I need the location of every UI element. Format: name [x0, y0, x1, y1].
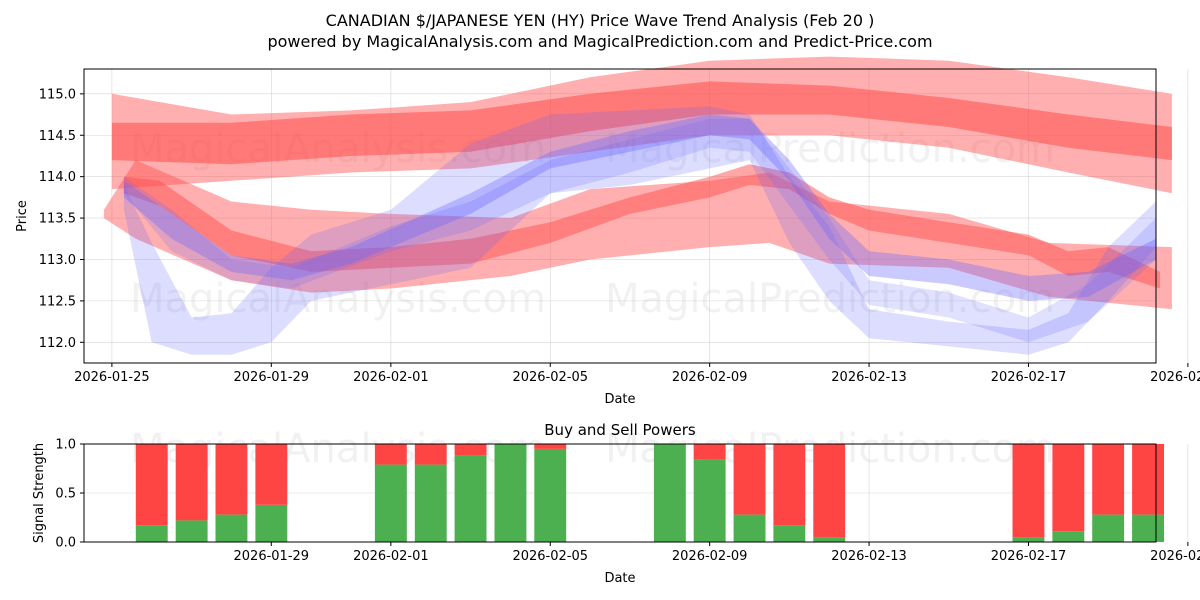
- buy-bar: [773, 525, 806, 542]
- buy-bar: [534, 448, 567, 542]
- buy-bar: [374, 464, 407, 542]
- chart-title: CANADIAN $/JAPANESE YEN (HY) Price Wave …: [326, 11, 875, 30]
- buy-bar: [135, 525, 168, 542]
- buy-bar: [1052, 531, 1085, 542]
- signal-x-tick-label: 2026-02-05: [512, 549, 588, 564]
- price-x-tick-label: 2026-02-21: [1150, 370, 1200, 385]
- price-x-tick-label: 2026-02-17: [991, 370, 1067, 385]
- signal-plot: 2026-01-29 2026-02-01 2026-02-05 2026-02-09…: [32, 438, 1200, 587]
- sell-bar: [454, 444, 487, 456]
- watermark-prediction-1: MagicalPrediction.com: [605, 126, 1055, 172]
- price-band-red-upper-band: [111, 56, 1172, 194]
- price-x-tick-label: 2026-01-29: [234, 370, 310, 385]
- price-band-red-lower-band: [103, 160, 1172, 310]
- buy-bar: [494, 444, 527, 542]
- price-y-tick-label: 114.0: [39, 170, 76, 185]
- buy-bar: [813, 537, 846, 542]
- buy-bar: [175, 520, 208, 542]
- signal-x-tick-label: 2026-02-09: [672, 549, 748, 564]
- price-plot-frame: [83, 68, 1157, 364]
- buy-bar: [653, 444, 686, 542]
- sell-bar: [733, 444, 766, 515]
- sell-bar: [1052, 444, 1085, 532]
- signal-y-tick-label: 0.5: [55, 487, 76, 502]
- sell-bar: [215, 444, 248, 515]
- buy-bar: [1012, 537, 1045, 542]
- watermark-analysis-2: MagicalAnalysis.com: [130, 276, 546, 322]
- signal-x-tick-label: 2026-01-29: [234, 549, 310, 564]
- chart-subtitle: powered by MagicalAnalysis.com and Magic…: [267, 32, 932, 51]
- signal-y-tick-label: 1.0: [55, 438, 76, 453]
- sell-bar: [1132, 444, 1164, 515]
- price-bands: [103, 56, 1172, 355]
- signal-y-tick-label: 0.0: [55, 536, 76, 551]
- buy-bar: [693, 459, 726, 542]
- buy-bar: [454, 455, 487, 542]
- signal-x-ticks: 2026-01-29 2026-02-01 2026-02-05 2026-02-09…: [234, 542, 1200, 564]
- watermark-prediction-2: MagicalPrediction.com: [605, 276, 1055, 322]
- price-plot: 2026-01-25 2026-01-29 2026-02-01 2026-02-05…: [15, 56, 1200, 407]
- sell-bar: [175, 444, 208, 521]
- price-x-tick-label: 2026-01-25: [74, 370, 150, 385]
- signal-chart-title: Buy and Sell Powers: [544, 421, 696, 439]
- sell-bar: [135, 444, 168, 526]
- buy-bar: [1132, 514, 1164, 542]
- price-band-red-lower-core: [123, 164, 1160, 289]
- price-y-ticks: 112.0 112.5 113.0 113.5 114.0 114.5 115.0: [39, 87, 84, 351]
- price-y-tick-label: 114.5: [39, 129, 76, 144]
- sell-bar: [255, 444, 288, 505]
- price-y-tick-label: 115.0: [39, 87, 76, 102]
- sell-bar: [414, 444, 447, 465]
- price-y-label: Price: [15, 200, 30, 232]
- price-x-label: Date: [604, 392, 635, 407]
- signal-x-tick-label: 2026-02-21: [1150, 549, 1200, 564]
- price-band-blue-wide-wave: [123, 106, 1156, 355]
- signal-x-tick-label: 2026-02-01: [353, 549, 429, 564]
- price-y-tick-label: 112.5: [39, 294, 76, 309]
- price-band-red-upper-core: [111, 81, 1172, 165]
- sell-bar: [1092, 444, 1125, 515]
- sell-bar: [534, 444, 567, 449]
- price-y-tick-label: 113.0: [39, 253, 76, 268]
- sell-bar: [813, 444, 846, 538]
- sell-bar: [1012, 444, 1045, 538]
- signal-bars: [135, 444, 1164, 542]
- signal-x-tick-label: 2026-02-13: [831, 549, 907, 564]
- price-y-tick-label: 113.5: [39, 212, 76, 227]
- sell-bar: [693, 444, 726, 460]
- buy-bar: [255, 504, 288, 542]
- sell-bar: [773, 444, 806, 526]
- price-x-tick-label: 2026-02-01: [353, 370, 429, 385]
- price-x-tick-label: 2026-02-09: [672, 370, 748, 385]
- signal-x-tick-label: 2026-02-17: [991, 549, 1067, 564]
- buy-bar: [1092, 514, 1125, 542]
- signal-y-label: Signal Strength: [32, 443, 47, 543]
- buy-bar: [733, 514, 766, 542]
- price-band-blue-middle-wave: [123, 118, 1156, 343]
- price-x-tick-label: 2026-02-05: [512, 370, 588, 385]
- price-x-tick-label: 2026-02-13: [831, 370, 907, 385]
- signal-y-ticks: 0.0 0.5 1.0: [55, 438, 84, 551]
- price-x-ticks: 2026-01-25 2026-01-29 2026-02-01 2026-02-05…: [74, 363, 1200, 385]
- price-y-tick-label: 112.0: [39, 336, 76, 351]
- signal-x-label: Date: [604, 571, 635, 586]
- buy-bar: [215, 514, 248, 542]
- sell-bar: [374, 444, 407, 465]
- buy-bar: [414, 464, 447, 542]
- price-band-blue-core-wave: [123, 114, 1156, 301]
